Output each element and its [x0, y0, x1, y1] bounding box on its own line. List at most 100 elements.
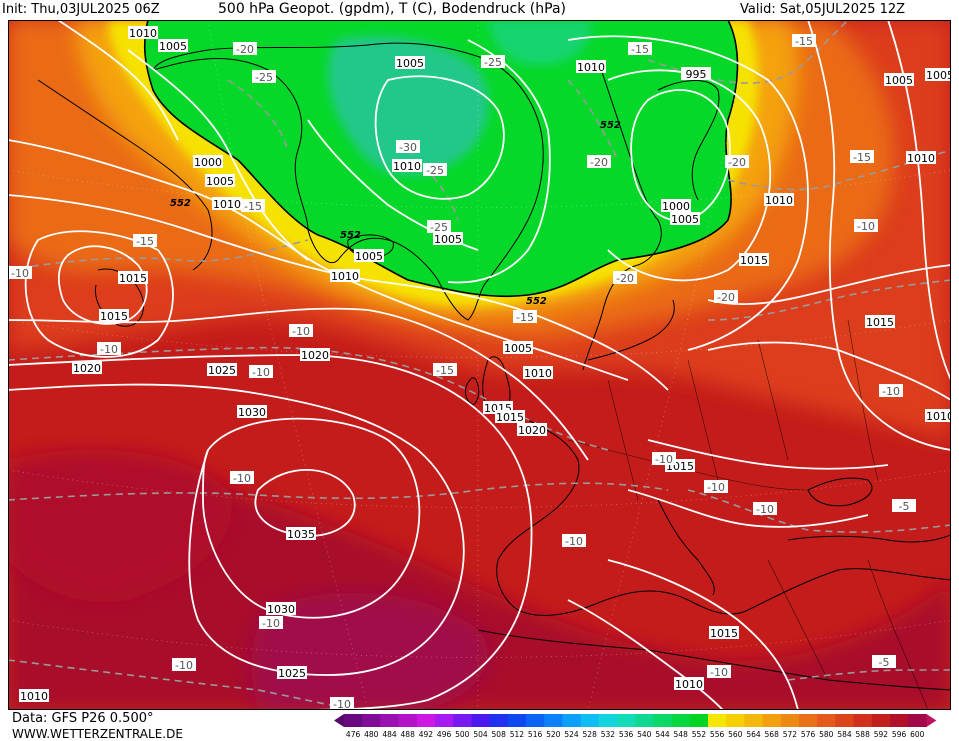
data-source: Data: GFS P26 0.500°	[12, 711, 154, 726]
temp-label: -25	[423, 163, 447, 177]
svg-text:-10: -10	[292, 325, 310, 338]
isobar-label: 1030	[237, 405, 267, 419]
legend-swatch	[908, 714, 927, 727]
isobar-label: 1000	[193, 155, 223, 169]
isobar-label: 1015	[739, 253, 769, 267]
isobar-label: 1010	[330, 269, 360, 283]
temp-label: -10	[652, 452, 676, 466]
fill-deep-red-south	[8, 470, 951, 710]
svg-text:-15: -15	[244, 200, 262, 213]
temp-label: -25	[481, 55, 505, 69]
legend-tick-label: 496	[437, 730, 452, 739]
legend-swatch	[435, 714, 454, 727]
coast-ireland	[465, 377, 480, 406]
coast-italy	[657, 499, 715, 596]
temp-label: -5	[892, 499, 916, 513]
svg-text:1025: 1025	[278, 667, 306, 680]
legend-swatch	[726, 714, 745, 727]
legend-swatch	[653, 714, 673, 727]
svg-text:1020: 1020	[301, 349, 329, 362]
temp-label: -20	[714, 290, 738, 304]
isobar-label: 1005	[158, 39, 188, 53]
temp-label: -5	[872, 655, 896, 669]
legend-swatch	[890, 714, 909, 727]
fill-deep-red-west	[8, 450, 232, 602]
legend-swatch	[507, 714, 527, 727]
svg-text:-20: -20	[590, 156, 608, 169]
isobar-label: 1005	[433, 232, 463, 246]
temp-label: -10	[172, 658, 196, 672]
isobar-label: 1010	[19, 689, 49, 703]
map-footer: Data: GFS P26 0.500° WWW.WETTERZENTRALE.…	[0, 710, 959, 741]
isobar-label: 1005	[884, 73, 914, 87]
svg-text:1010: 1010	[765, 194, 793, 207]
legend-tick-label: 500	[455, 730, 470, 739]
init-time: Init: Thu,03JUL2025 06Z	[2, 2, 160, 17]
legend-tick-label: 584	[837, 730, 852, 739]
svg-text:1015: 1015	[100, 310, 128, 323]
isobar-label: 1015	[865, 315, 895, 329]
legend-tick-label: 516	[528, 730, 543, 739]
temp-label: -10	[249, 365, 273, 379]
legend-tick-label: 596	[892, 730, 907, 739]
legend-swatch	[871, 714, 891, 727]
legend-tick-label: 524	[564, 730, 579, 739]
coast-turkey	[787, 534, 951, 543]
legend-swatch	[598, 714, 618, 727]
legend-tick-label: 536	[619, 730, 634, 739]
temp-label: -15	[850, 150, 874, 164]
geopot-labels: 552 552 552 552	[170, 120, 621, 307]
temperature-labels: -20 -25 -25 -15 -15 -10 -10 -10 -10 -10 …	[8, 34, 916, 710]
svg-text:1005: 1005	[671, 213, 699, 226]
temp-label: -10	[259, 616, 283, 630]
legend-tick-label: 560	[728, 730, 743, 739]
legend-tick-label: 572	[783, 730, 798, 739]
legend-swatch	[453, 714, 472, 727]
svg-text:1005: 1005	[206, 175, 234, 188]
coast-scandinavia	[582, 59, 662, 371]
legend-tick-label: 528	[583, 730, 598, 739]
svg-text:-20: -20	[717, 291, 735, 304]
legend-tick-label: 504	[473, 730, 488, 739]
svg-text:-10: -10	[100, 343, 118, 356]
temp-label: -15	[628, 42, 652, 56]
temp-label: -10	[330, 697, 354, 710]
isobar-label: 1025	[207, 363, 237, 377]
legend-tick-label: 532	[601, 730, 616, 739]
svg-text:-10: -10	[565, 535, 583, 548]
isobar-label: 1020	[300, 348, 330, 362]
legend-swatch	[416, 714, 436, 727]
legend-swatch	[744, 714, 764, 727]
svg-text:1015: 1015	[740, 254, 768, 267]
legend-arrow-left	[334, 714, 344, 727]
temp-label: -30	[396, 140, 420, 154]
svg-text:-15: -15	[853, 151, 871, 164]
isobar-label: 1020	[517, 423, 547, 437]
isobar-label: 1005	[503, 341, 533, 355]
legend-tick-label: 548	[674, 730, 689, 739]
temp-label: -15	[133, 234, 157, 248]
isobar-label: 1015	[118, 271, 148, 285]
legend-swatch	[544, 714, 563, 727]
weather-map: 1010 1005 1005 1000 1005 1010 1015 1020 …	[8, 20, 951, 710]
legend-tick-label: 480	[364, 730, 379, 739]
map-header: Init: Thu,03JUL2025 06Z 500 hPa Geopot. …	[0, 0, 959, 20]
coast-blacksea	[807, 477, 873, 507]
temp-label: -15	[433, 363, 457, 377]
legend-tick-label: 484	[382, 730, 397, 739]
svg-text:-5: -5	[879, 656, 890, 669]
svg-text:1035: 1035	[287, 528, 315, 541]
svg-text:1005: 1005	[434, 233, 462, 246]
svg-text:-10: -10	[333, 698, 351, 710]
svg-text:1010: 1010	[393, 160, 421, 173]
svg-text:1010: 1010	[331, 270, 359, 283]
temp-label: -10	[753, 502, 777, 516]
legend-swatch	[471, 714, 491, 727]
legend-swatch	[780, 714, 800, 727]
svg-text:-25: -25	[426, 164, 444, 177]
website-credit: WWW.WETTERZENTRALE.DE	[12, 727, 183, 741]
legend-tick-label: 520	[546, 730, 561, 739]
legend-tick-label: 488	[401, 730, 416, 739]
temp-label: -10	[879, 384, 903, 398]
svg-text:1015: 1015	[119, 272, 147, 285]
